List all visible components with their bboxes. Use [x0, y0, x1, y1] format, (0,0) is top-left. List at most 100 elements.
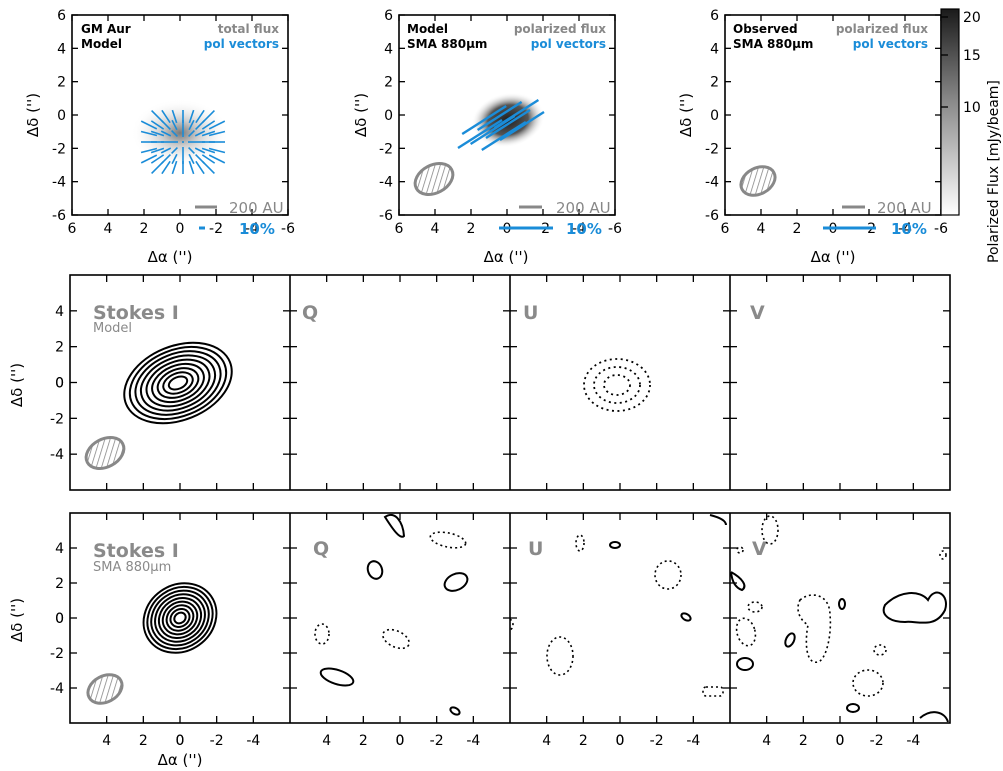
stokes-u-contours	[583, 358, 651, 412]
x-tick-label: 6	[721, 221, 730, 237]
y-axis-label: Δδ ('')	[677, 93, 695, 137]
y-tick-label: -6	[379, 208, 393, 224]
label-total-flux: total flux	[218, 22, 280, 36]
contour-level	[139, 354, 217, 412]
stokes-v-contours	[730, 515, 949, 723]
y-axis-label: Δδ ('')	[24, 93, 42, 137]
x-tick-label: 0	[396, 733, 405, 749]
y-tick-label: 0	[55, 611, 64, 627]
y-tick-label: -6	[705, 208, 719, 224]
contour-level	[169, 607, 191, 629]
contour-solid	[443, 572, 469, 592]
contour-solid	[366, 560, 384, 580]
contour-dotted	[382, 628, 410, 650]
pol-vector	[194, 147, 206, 154]
y-tick-label: 2	[55, 576, 64, 592]
pol-vector	[202, 110, 215, 123]
label-model: Model	[407, 22, 448, 36]
y-tick-label: 0	[55, 376, 64, 392]
beam-ellipse	[739, 165, 777, 197]
contour-level	[157, 596, 203, 640]
colorbar-tick-label: 20	[963, 10, 981, 26]
pol-vector	[493, 98, 540, 130]
pol-vector	[461, 104, 507, 136]
tick-group	[398, 14, 616, 216]
contour-dotted	[736, 546, 744, 554]
pol-vector	[151, 110, 164, 123]
contour-dotted	[797, 594, 832, 663]
contour-dotted	[747, 601, 763, 613]
y-tick-label: -2	[379, 141, 393, 157]
x-tick-label: 2	[140, 221, 149, 237]
stokes-i-contours	[123, 341, 233, 425]
contour-dotted	[575, 534, 585, 552]
x-tick-label: 2	[359, 733, 368, 749]
label-pol-vectors: pol vectors	[853, 37, 928, 51]
contour-dotted	[761, 515, 779, 545]
x-tick-label: -6	[934, 221, 948, 237]
pol-vector	[201, 147, 216, 154]
pol-vector	[160, 130, 172, 137]
pol-vector	[208, 130, 226, 137]
x-tick-label: 0	[176, 733, 185, 749]
tick-labels: 420-2-40	[50, 304, 64, 463]
pol-vector	[161, 154, 171, 164]
pol-vector	[476, 100, 523, 132]
pol-vector	[161, 160, 171, 175]
panel-subtitle-model: Model	[93, 321, 132, 336]
x-tick-label: 4	[102, 733, 111, 749]
pol-vector	[194, 130, 206, 137]
y-tick-label: 0	[55, 376, 64, 392]
x-tick-label: -4	[898, 221, 912, 237]
label-pol-vectors: pol vectors	[204, 37, 279, 51]
pol-vector	[188, 160, 195, 175]
tick-group	[724, 14, 942, 216]
contour-solid	[919, 711, 949, 723]
y-tick-label: 4	[55, 304, 64, 320]
stokes-u-contours	[509, 514, 727, 697]
colorbar-tick-label: 10	[963, 100, 981, 116]
label-polarized-flux: polarized flux	[514, 22, 606, 36]
pol-vectors	[457, 98, 545, 152]
contour-level	[156, 367, 200, 399]
y-tick-label: 4	[57, 41, 66, 57]
pol-vector	[208, 120, 226, 130]
y-tick-label: 0	[55, 611, 64, 627]
pol-vector	[140, 120, 158, 130]
contour-dotted	[603, 374, 631, 396]
y-tick-label: 6	[384, 8, 393, 24]
pol-vector	[140, 130, 158, 137]
pol-vector	[499, 110, 545, 142]
pol-vector	[171, 119, 178, 131]
y-axis-label: Δδ ('')	[8, 598, 26, 642]
x-tick-label: 0	[616, 733, 625, 749]
contour-solid	[383, 514, 406, 538]
pol-vector	[171, 147, 178, 154]
x-axis-label: Δα ('')	[484, 248, 529, 266]
scale-text-pol: 10%	[566, 220, 602, 238]
panel-title-v: V	[752, 538, 767, 560]
scale-text-pol: 10%	[891, 220, 927, 238]
x-tick-label: 2	[467, 221, 476, 237]
beam-ellipse	[413, 161, 455, 197]
tick-group	[70, 275, 950, 490]
row-model: 420-2-40 Δδ ('') Stokes I Model Q U V	[8, 274, 951, 491]
scale-text-200au: 200 AU	[229, 199, 284, 217]
tick-group	[70, 513, 950, 723]
x-tick-label: 0	[836, 733, 845, 749]
x-tick-label: -2	[209, 221, 223, 237]
pol-vector	[201, 154, 216, 164]
pol-vector	[171, 130, 178, 137]
x-tick-label: 6	[68, 221, 77, 237]
contour-level	[162, 371, 194, 395]
x-tick-label: -6	[608, 221, 622, 237]
x-tick-label: -4	[246, 733, 260, 749]
x-tick-label: -4	[686, 733, 700, 749]
y-tick-label: 2	[55, 340, 64, 356]
pol-vector	[171, 160, 178, 175]
x-tick-label: 2	[793, 221, 802, 237]
